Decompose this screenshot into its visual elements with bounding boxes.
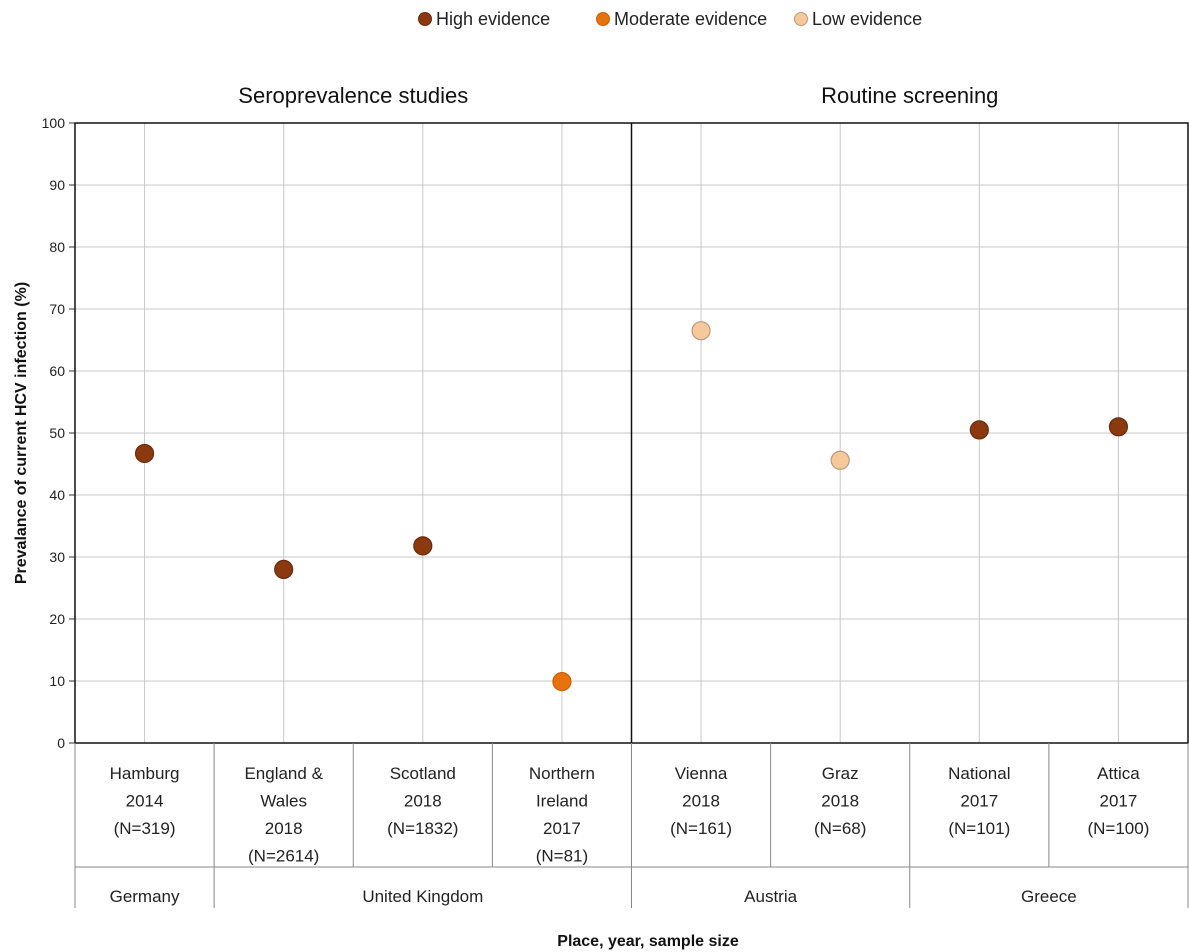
- category-label-3-line-0: Northern: [529, 764, 595, 783]
- category-label-5-line-2: (N=68): [814, 819, 866, 838]
- group-label-0: Germany: [110, 887, 180, 906]
- y-axis: 0 10 20 30 40 50 60 70 80 90 100: [42, 115, 75, 751]
- x-axis-groups: Germany United Kingdom Austria Greece: [110, 887, 1077, 906]
- category-label-2-line-1: 2018: [404, 792, 442, 811]
- y-tick-label-60: 60: [49, 363, 65, 379]
- y-tick-label-20: 20: [49, 611, 65, 627]
- category-label-6-line-1: 2017: [960, 792, 998, 811]
- legend-label-low-evidence: Low evidence: [812, 9, 922, 29]
- y-axis-title: Prevalance of current HCV infection (%): [13, 282, 30, 584]
- legend-marker-low-evidence: [794, 12, 808, 26]
- legend-label-moderate-evidence: Moderate evidence: [614, 9, 767, 29]
- category-label-4-line-0: Vienna: [675, 764, 728, 783]
- y-tick-label-100: 100: [42, 115, 66, 131]
- category-label-2-line-2: (N=1832): [387, 819, 458, 838]
- y-tick-label-40: 40: [49, 487, 65, 503]
- data-point-3: [552, 672, 572, 692]
- category-label-6-line-2: (N=101): [948, 819, 1010, 838]
- data-point-5: [830, 450, 850, 470]
- legend-marker-high-evidence: [418, 12, 432, 26]
- category-label-1-line-3: (N=2614): [248, 847, 319, 866]
- x-axis-title: Place, year, sample size: [557, 933, 739, 950]
- category-label-3-line-2: 2017: [543, 819, 581, 838]
- legend-label-high-evidence: High evidence: [436, 9, 550, 29]
- data-point-4: [691, 321, 711, 341]
- y-tick-label-70: 70: [49, 301, 65, 317]
- panel-titles: Seroprevalence studies Routine screening: [238, 83, 998, 108]
- category-label-6-line-0: National: [948, 764, 1010, 783]
- category-label-7-line-1: 2017: [1100, 792, 1138, 811]
- y-tick-label-80: 80: [49, 239, 65, 255]
- group-label-1: United Kingdom: [362, 887, 483, 906]
- category-label-0-line-1: 2014: [126, 792, 164, 811]
- data-points: [134, 321, 1129, 692]
- data-point-7: [1108, 417, 1129, 437]
- y-tick-label-0: 0: [57, 735, 65, 751]
- panel-title-2: Routine screening: [821, 83, 998, 108]
- category-label-2-line-0: Scotland: [390, 764, 456, 783]
- category-label-0-line-0: Hamburg: [110, 764, 180, 783]
- category-label-3-line-3: (N=81): [536, 847, 588, 866]
- y-tick-label-10: 10: [49, 673, 65, 689]
- category-label-7-line-2: (N=100): [1087, 819, 1149, 838]
- legend: High evidence Moderate evidence Low eviden…: [418, 9, 922, 29]
- x-axis-categories: Hamburg 2014 (N=319) England & Wales 2018 (N=2…: [74, 743, 1189, 908]
- category-label-0-line-2: (N=319): [114, 819, 176, 838]
- y-tick-label-30: 30: [49, 549, 65, 565]
- data-point-6: [969, 420, 989, 440]
- y-tick-label-90: 90: [49, 177, 65, 193]
- category-label-1-line-1: Wales: [260, 792, 307, 811]
- legend-marker-moderate-evidence: [596, 12, 610, 26]
- category-label-7-line-0: Attica: [1097, 764, 1140, 783]
- category-label-1-line-2: 2018: [265, 819, 303, 838]
- data-point-2: [413, 536, 433, 556]
- data-point-1: [274, 559, 294, 580]
- data-point-0: [134, 443, 155, 464]
- category-label-1-line-0: England &: [244, 764, 323, 783]
- group-label-3: Greece: [1021, 887, 1077, 906]
- category-label-3-line-1: Ireland: [536, 792, 588, 811]
- category-label-4-line-1: 2018: [682, 792, 720, 811]
- category-label-4-line-2: (N=161): [670, 819, 732, 838]
- y-tick-label-50: 50: [49, 425, 65, 441]
- group-label-2: Austria: [744, 887, 797, 906]
- category-label-5-line-1: 2018: [821, 792, 859, 811]
- panel-title-1: Seroprevalence studies: [238, 83, 468, 108]
- category-label-5-line-0: Graz: [822, 764, 859, 783]
